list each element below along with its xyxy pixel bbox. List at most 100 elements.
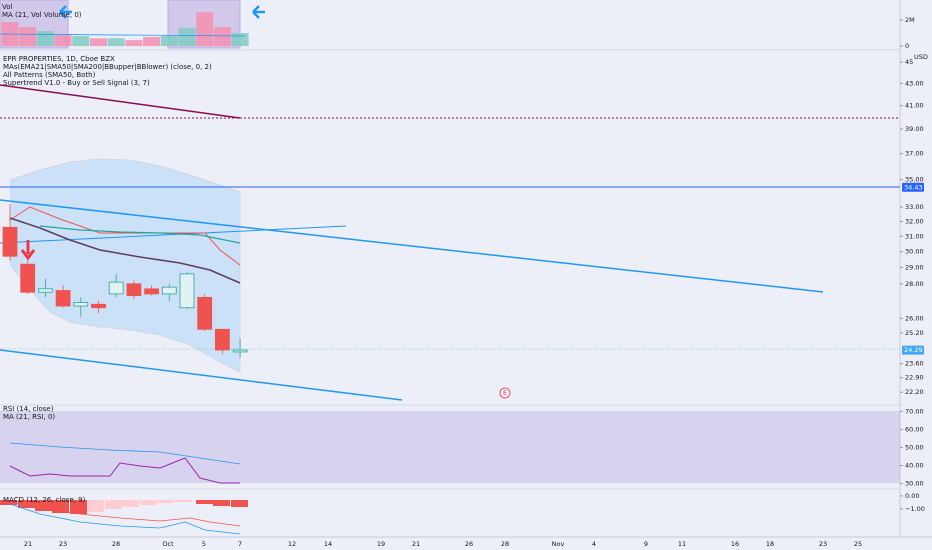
trend-line <box>0 225 347 244</box>
y-tick-label: 0.00 <box>905 492 919 500</box>
y-tick-label: 45 <box>905 58 913 66</box>
indicator-legend: All Patterns (SMA50, Both) <box>3 71 96 79</box>
price-tag-label: 24.29 <box>904 346 923 354</box>
volume-bar <box>36 31 54 47</box>
macd-bar <box>87 500 104 512</box>
earnings-marker <box>499 387 511 399</box>
volume-bar <box>19 27 37 47</box>
macd-bar <box>175 500 192 502</box>
date-label: 4 <box>592 540 596 548</box>
price-tag-label: 34.43 <box>904 183 923 191</box>
candle-body <box>2 226 18 257</box>
candle-body <box>232 349 248 353</box>
date-label: 16 <box>731 540 739 548</box>
candle-body <box>161 286 177 295</box>
y-tick-label: 41.00 <box>905 102 924 110</box>
date-label: 26 <box>465 540 473 548</box>
y-tick-label: 23.60 <box>905 360 924 368</box>
macd-bar <box>213 500 230 506</box>
date-label: 5 <box>202 540 206 548</box>
candle-body <box>126 283 142 297</box>
y-tick-label: 30.00 <box>905 248 924 256</box>
date-label: 21 <box>24 540 32 548</box>
date-label: Nov <box>552 540 565 548</box>
pane-title: Vol <box>2 3 13 11</box>
volume-bar <box>72 36 90 47</box>
indicator-legend: Supertrend V1.0 - Buy or Sell Signal (3,… <box>3 79 150 87</box>
arrow-icon <box>59 5 72 19</box>
currency-label: USD <box>914 53 928 61</box>
volume-bar <box>196 12 214 47</box>
macd-signal <box>9 501 241 527</box>
pane-ma: MA (21, RSI, 0) <box>3 413 55 421</box>
date-label: 14 <box>324 540 332 548</box>
date-label: 7 <box>238 540 242 548</box>
volume-bar <box>107 38 125 47</box>
candle-body <box>20 263 36 293</box>
rsi-ma <box>9 442 241 465</box>
y-tick-label: 60.00 <box>905 425 924 433</box>
macd-bar <box>18 500 35 508</box>
macd-bar <box>157 500 174 503</box>
macd-bar <box>196 500 213 504</box>
candle-body <box>179 273 195 309</box>
macd-bar <box>231 500 248 507</box>
y-tick-label: 40.00 <box>905 462 924 470</box>
volume-bar <box>213 27 231 47</box>
y-tick-label: 30.00 <box>905 480 924 488</box>
date-label: 28 <box>501 540 509 548</box>
date-label: Oct <box>162 540 174 548</box>
trend-line <box>0 199 824 293</box>
macd-line <box>9 503 241 535</box>
date-label: 21 <box>412 540 420 548</box>
macd-bar <box>70 500 87 514</box>
volume-bar <box>178 27 196 47</box>
pane-title: MACD (12, 26, close, 9) <box>3 496 86 504</box>
y-tick-label: 2M <box>905 16 915 24</box>
y-tick-label: 26.00 <box>905 314 924 322</box>
volume-bar <box>231 33 249 47</box>
pane-title: RSI (14, close) <box>3 405 54 413</box>
price-tag <box>902 182 924 192</box>
candle-body <box>38 288 53 293</box>
date-label: 9 <box>644 540 648 548</box>
y-tick-label: 37.00 <box>905 150 924 158</box>
earnings-label: E <box>503 390 507 397</box>
date-label: 28 <box>112 540 120 548</box>
y-tick-label: 50.00 <box>905 443 924 451</box>
ma-line <box>9 217 241 284</box>
candle-body <box>91 303 106 309</box>
date-label: 23 <box>59 540 67 548</box>
y-tick-label: 25.20 <box>905 329 924 337</box>
candle-body <box>73 302 89 307</box>
sma50 <box>39 225 241 244</box>
date-label: 12 <box>288 540 296 548</box>
volume-bar <box>90 38 107 47</box>
date-label: 23 <box>819 540 827 548</box>
y-tick-label: 22.20 <box>905 388 924 396</box>
rsi-line <box>9 457 240 484</box>
macd-histogram <box>0 500 248 514</box>
macd-bar <box>122 500 139 507</box>
macd-bar <box>140 500 157 505</box>
volume-bar <box>125 40 143 47</box>
candle-body <box>108 281 124 295</box>
candle-body <box>197 296 213 330</box>
y-tick-label: 33.00 <box>905 203 924 211</box>
date-label: 18 <box>766 540 774 548</box>
macd-bar <box>52 500 69 513</box>
volume-bar <box>143 36 161 47</box>
y-tick-label: 28.00 <box>905 280 924 288</box>
bollinger-band <box>9 158 241 373</box>
candle-body <box>55 290 71 307</box>
candle-body <box>214 328 230 351</box>
y-tick-label: 39.00 <box>905 125 924 133</box>
trend-line <box>0 349 403 401</box>
macd-bar <box>35 500 52 511</box>
y-tick-label: 43.00 <box>905 79 924 87</box>
price-tag <box>902 345 924 355</box>
y-tick-label: 31.00 <box>905 232 924 240</box>
date-label: 19 <box>377 540 385 548</box>
